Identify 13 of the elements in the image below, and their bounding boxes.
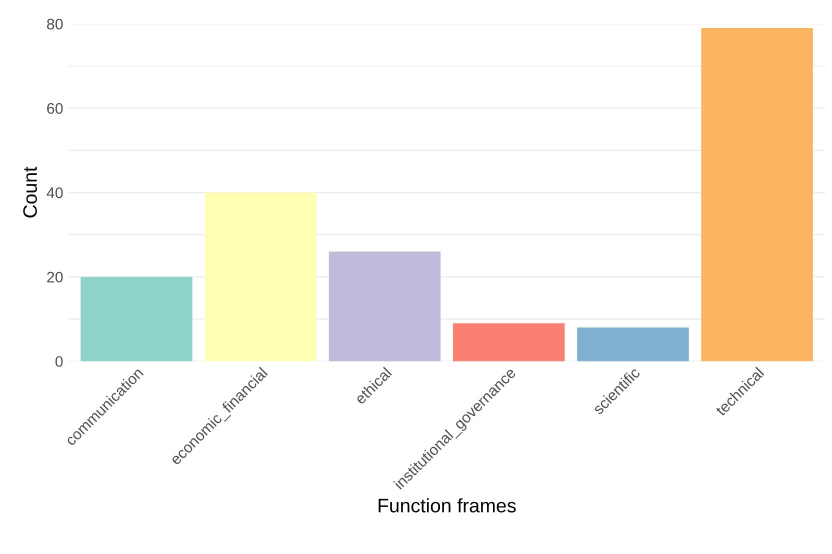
bar (204, 192, 316, 362)
y-tick-label: 80 (47, 18, 63, 30)
y-tick-label: 20 (47, 272, 63, 283)
y-axis-title: Count (23, 166, 37, 218)
y-tick-label: 0 (55, 356, 63, 367)
bar (577, 327, 689, 362)
bar (452, 323, 565, 362)
x-axis-title: Function frames (378, 498, 516, 512)
bar (80, 276, 192, 362)
y-tick-label: 60 (47, 103, 63, 114)
bar (328, 252, 441, 362)
y-tick-label: 40 (46, 187, 63, 198)
bar (701, 28, 813, 362)
